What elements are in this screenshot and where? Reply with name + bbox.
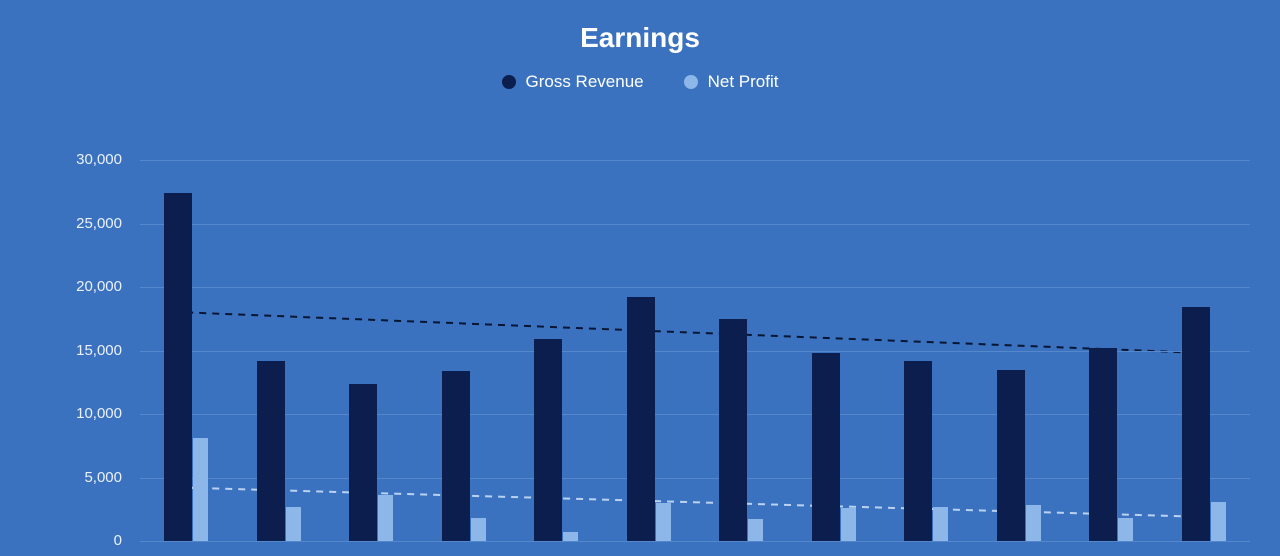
bar-net [193,438,208,541]
bar-gross [1089,348,1117,541]
grid-line [140,414,1250,415]
y-tick-label: 10,000 [0,405,122,422]
bar-gross [812,353,840,541]
bar-net [1118,518,1133,541]
legend-item-gross: Gross Revenue [502,72,644,92]
bar-gross [997,370,1025,541]
grid-line [140,224,1250,225]
bar-net [563,532,578,541]
y-tick-label: 30,000 [0,151,122,168]
bar-gross [627,297,655,541]
plot-wrap: 05,00010,00015,00020,00025,00030,000 [0,160,1280,541]
net-trend [186,488,1204,517]
y-tick-label: 5,000 [0,469,122,486]
bar-net [1026,505,1041,541]
bar-gross [1182,307,1210,541]
y-tick-label: 20,000 [0,278,122,295]
bar-gross [442,371,470,541]
bar-gross [534,339,562,541]
grid-line [140,287,1250,288]
bar-net [471,518,486,541]
earnings-chart: Earnings Gross Revenue Net Profit 0 5,000… [0,0,1280,556]
bar-gross [164,193,192,541]
bar-net [286,507,301,541]
bar-net [841,508,856,541]
legend-item-net: Net Profit [684,72,779,92]
chart-title: Earnings [0,0,1280,54]
chart-legend: Gross Revenue Net Profit [0,72,1280,92]
grid-line [140,351,1250,352]
bar-net [933,507,948,541]
bar-net [748,519,763,541]
y-tick-label: 15,000 [0,342,122,359]
legend-label-net: Net Profit [708,72,779,92]
legend-label-gross: Gross Revenue [526,72,644,92]
plot-area [140,160,1250,541]
grid-line [140,478,1250,479]
bar-net [1211,502,1226,541]
grid-line [140,160,1250,161]
bar-gross [904,361,932,541]
bar-gross [349,384,377,541]
legend-dot-gross [502,75,516,89]
bar-gross [719,319,747,541]
bar-net [378,495,393,541]
bar-net [656,503,671,541]
bar-gross [257,361,285,541]
gross-trend [186,312,1204,353]
y-tick-label: 0 [0,532,122,549]
grid-line [140,541,1250,542]
y-tick-label: 25,000 [0,215,122,232]
legend-dot-net [684,75,698,89]
